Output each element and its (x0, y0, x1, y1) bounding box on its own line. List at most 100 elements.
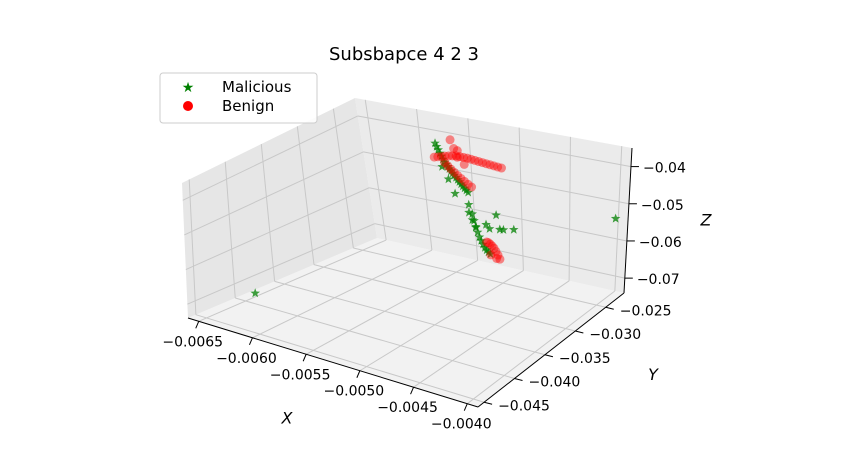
point-benign (491, 246, 501, 256)
point-benign (467, 182, 477, 192)
point-malicious (464, 199, 474, 209)
gridline (359, 270, 524, 372)
point-benign (466, 154, 476, 164)
point-benign (495, 254, 505, 264)
point-malicious (509, 224, 519, 234)
z-tick-label: −0.07 (637, 272, 680, 288)
gridlines (182, 99, 632, 405)
point-benign (485, 160, 495, 170)
gridline (467, 118, 479, 261)
z-tick-label: −0.06 (639, 235, 682, 251)
gridline (224, 161, 236, 299)
point-malicious (431, 141, 442, 151)
z-tick-label: −0.04 (643, 161, 686, 177)
point-benign (451, 151, 461, 161)
point-benign (482, 237, 492, 247)
point-malicious (454, 176, 465, 186)
x-axis-title: X (281, 409, 294, 428)
point-malicious (467, 209, 477, 219)
point-malicious (437, 161, 447, 171)
point-malicious (436, 151, 447, 161)
gridline (195, 314, 485, 403)
point-malicious (439, 157, 450, 167)
y-tick (483, 401, 493, 405)
z-tick-label: −0.05 (641, 198, 684, 214)
x-tick (410, 387, 415, 395)
x-tick-label: −0.0060 (216, 351, 277, 367)
point-benign (433, 152, 443, 162)
y-tick-label: −0.040 (529, 375, 581, 391)
legend: ★ Malicious Benign (159, 72, 318, 124)
x-tick (302, 354, 307, 362)
point-benign (474, 157, 484, 167)
gridline (313, 264, 576, 332)
point-benign (470, 155, 480, 165)
point-malicious (467, 215, 478, 224)
point-malicious (482, 245, 492, 255)
point-malicious (456, 179, 466, 189)
point-benign (487, 241, 497, 251)
point-benign (449, 144, 459, 154)
gridline (185, 187, 370, 270)
z-axis-title: Z (700, 211, 713, 230)
point-malicious (448, 168, 458, 178)
point-malicious (438, 154, 448, 164)
point-benign (459, 152, 469, 162)
y-tick (544, 354, 554, 358)
point-benign (496, 163, 506, 173)
point-malicious (481, 219, 491, 229)
point-benign (489, 161, 499, 171)
point-malicious (433, 145, 443, 154)
point-malicious (461, 185, 472, 195)
point-malicious (444, 163, 455, 173)
point-benign (452, 152, 462, 162)
axes: −0.0065−0.0060−0.0055−0.0050−0.0045−0.00… (162, 147, 713, 433)
legend-marker-star-icon: ★ (182, 80, 195, 96)
point-malicious (484, 223, 495, 233)
legend-label-malicious: Malicious (222, 78, 292, 96)
point-malicious (483, 247, 494, 257)
point-benign (459, 176, 469, 186)
point-benign (456, 173, 466, 183)
legend-entry-benign: Benign (183, 97, 274, 115)
point-benign (493, 250, 503, 260)
x-tick (463, 403, 468, 411)
y-tick (514, 378, 523, 381)
x-tick (195, 321, 200, 329)
gridline (188, 179, 197, 315)
point-benign (444, 151, 454, 161)
y-tick (605, 306, 614, 310)
gridline (363, 151, 630, 205)
point-malicious (441, 159, 451, 169)
x-tick-label: −0.0050 (323, 384, 384, 400)
gridline (252, 249, 433, 339)
point-malicious (453, 174, 463, 184)
gridline (235, 297, 515, 379)
point-malicious (480, 242, 490, 252)
gridline (274, 280, 546, 356)
point-malicious (485, 249, 496, 259)
point-malicious (610, 213, 621, 223)
gridline (364, 99, 387, 241)
gridline (413, 280, 570, 388)
x-tick-label: −0.0055 (270, 367, 331, 383)
x-tick-label: −0.0040 (431, 417, 492, 433)
x-axis-line (187, 317, 479, 408)
y-axis-line (477, 292, 625, 408)
x-tick (356, 370, 361, 378)
point-benign (462, 153, 472, 163)
chart-title: Subsbapce 4 2 3 (329, 44, 479, 65)
axis-panes (182, 98, 632, 407)
gridline (187, 223, 375, 305)
back-wall-pane (355, 98, 632, 293)
point-benign (452, 146, 462, 156)
point-malicious (449, 170, 460, 180)
point-malicious (430, 138, 440, 148)
point-benign (463, 179, 473, 189)
point-malicious (250, 288, 260, 298)
point-malicious (478, 239, 488, 249)
point-malicious (472, 227, 483, 237)
point-benign (429, 152, 439, 162)
point-malicious (443, 174, 454, 184)
